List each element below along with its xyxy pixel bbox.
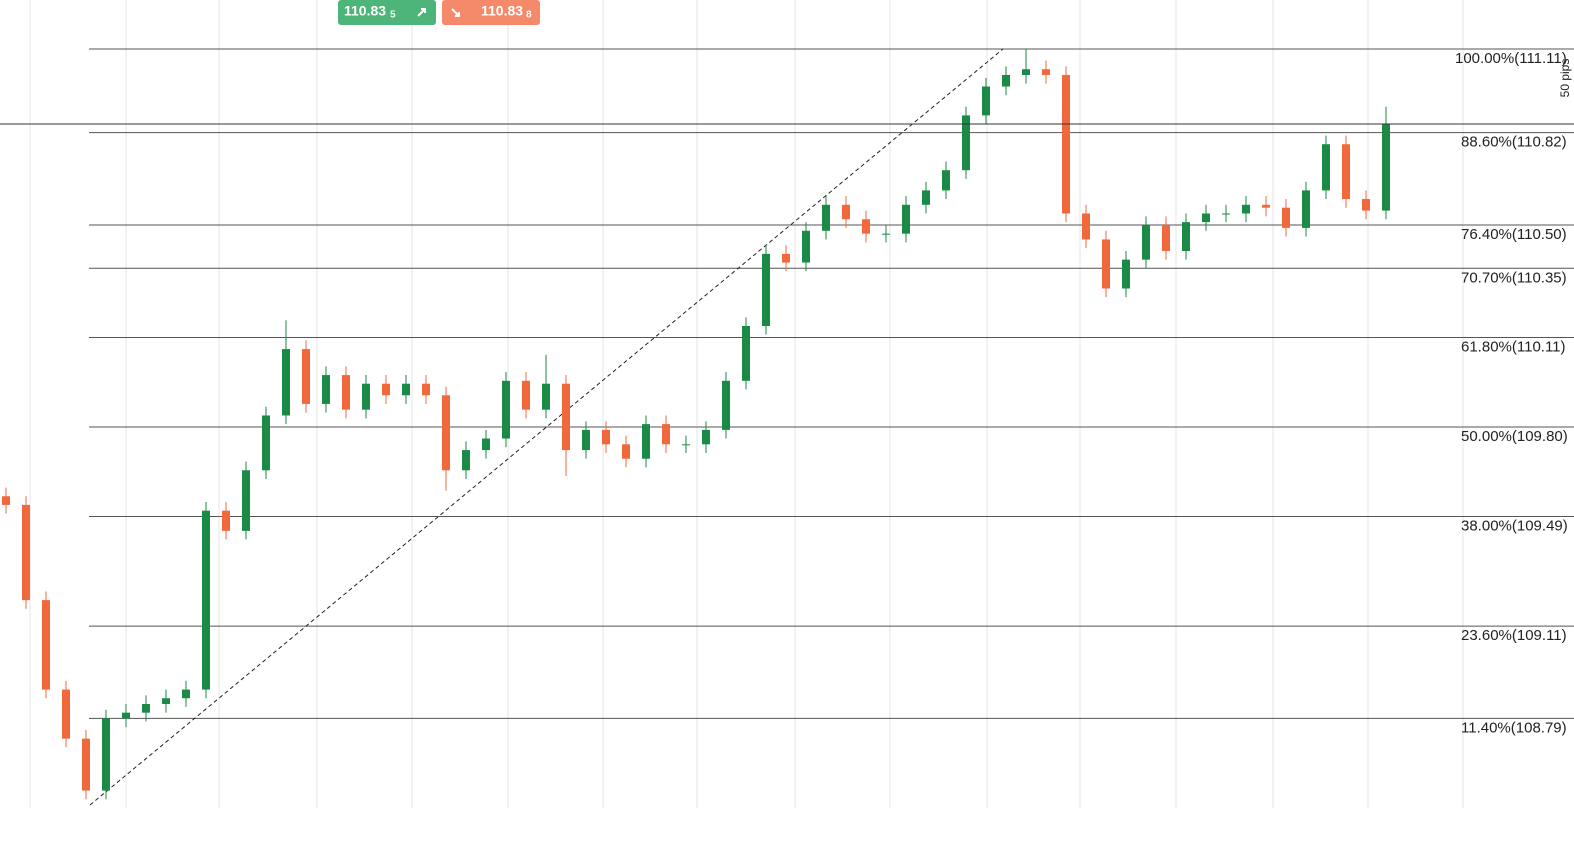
candle-body [222,510,230,531]
candle-body [722,380,730,430]
candle-body [1022,69,1030,75]
buy-button-bg[interactable] [442,0,540,25]
candle-body [962,115,970,171]
candle-body [1322,144,1330,191]
candle-body [62,689,70,739]
candle-body [2,496,10,505]
candle-body [102,718,110,791]
candle-body [282,349,290,416]
candle-body [302,349,310,404]
candle-body [662,424,670,445]
candle-body [622,444,630,459]
sell-price[interactable]: 110.83 [344,3,386,19]
time-grid [29,0,1464,808]
candle-body [642,424,650,459]
candle-body [822,204,830,231]
candle-body [982,86,990,116]
candle-body [1182,222,1190,251]
buy-arrow[interactable] [451,8,460,17]
fib-level-label: 76.40%(110.50) [1461,226,1567,243]
sell-arrow[interactable] [417,8,426,17]
candle-body [702,429,710,445]
candle-body [1202,213,1210,223]
candle-body [342,375,350,410]
candle-body [802,230,810,263]
candle-body [142,704,150,713]
buy-pip[interactable]: 8 [526,10,532,21]
candle-body [322,375,330,404]
candle-body [442,395,450,471]
candle-body [422,383,430,396]
candle-body [522,380,530,410]
fib-level-label: 11.40%(108.79) [1461,719,1567,736]
candle-body [1262,204,1270,208]
candle-body [1122,259,1130,289]
candle-body [1082,213,1090,240]
candle-body [602,429,610,445]
candle-body [1382,124,1390,211]
candle-body [1002,74,1010,87]
candle-body [682,444,690,446]
candle-body [162,698,170,705]
candle-body [1062,74,1070,214]
candle-body [1302,190,1310,228]
candle-body [42,600,50,690]
candle-body [882,233,890,235]
candle-body [242,470,250,531]
fib-level-label: 100.00%(111.11) [1455,50,1567,67]
candle-body [1042,69,1050,75]
candle-body [382,383,390,396]
sell-pip[interactable]: 5 [390,10,396,21]
candle-body [842,204,850,220]
fib-level-label: 50.00%(109.80) [1461,428,1568,445]
candle-body [1102,239,1110,289]
candle-body [502,380,510,439]
candle-body [1282,207,1290,228]
fib-level-label: 23.60%(109.11) [1461,627,1567,644]
candle-body [202,510,210,690]
candle-body [1242,204,1250,214]
fib-level-label: 70.70%(110.35) [1461,269,1567,286]
candle-body [862,219,870,234]
fib-level-label: 38.00%(109.49) [1461,517,1568,534]
candle-body [462,450,470,471]
sell-button-bg[interactable] [338,0,436,25]
candle-body [1222,213,1230,215]
candle-body [482,438,490,451]
fib-level-label: 88.60%(110.82) [1461,134,1567,151]
candle-body [922,190,930,205]
buy-price[interactable]: 110.83 [481,3,523,19]
candle-body [1342,144,1350,200]
candle-body [1162,225,1170,251]
candle-body [1142,225,1150,260]
candle-body [902,204,910,234]
candle-body [22,504,30,601]
candle-body [582,429,590,451]
candle-body [562,383,570,451]
candle-body [742,326,750,381]
candle-body [122,712,130,719]
candle-body [542,383,550,410]
candle-body [182,689,190,699]
buy-button[interactable]: 110.83 8 [442,0,540,25]
candle-body [762,253,770,327]
candle-body [942,170,950,191]
candle-body [82,738,90,791]
candle-body [1362,199,1370,211]
candle-body [262,415,270,471]
candle-body [402,383,410,396]
sell-button[interactable]: 110.83 5 [338,0,436,25]
fib-trend-line [89,48,1004,806]
fib-level-label: 61.80%(110.11) [1461,339,1566,356]
candle-body [782,253,790,263]
pips-label: 50 pips [1558,59,1572,98]
candle-body [362,383,370,410]
